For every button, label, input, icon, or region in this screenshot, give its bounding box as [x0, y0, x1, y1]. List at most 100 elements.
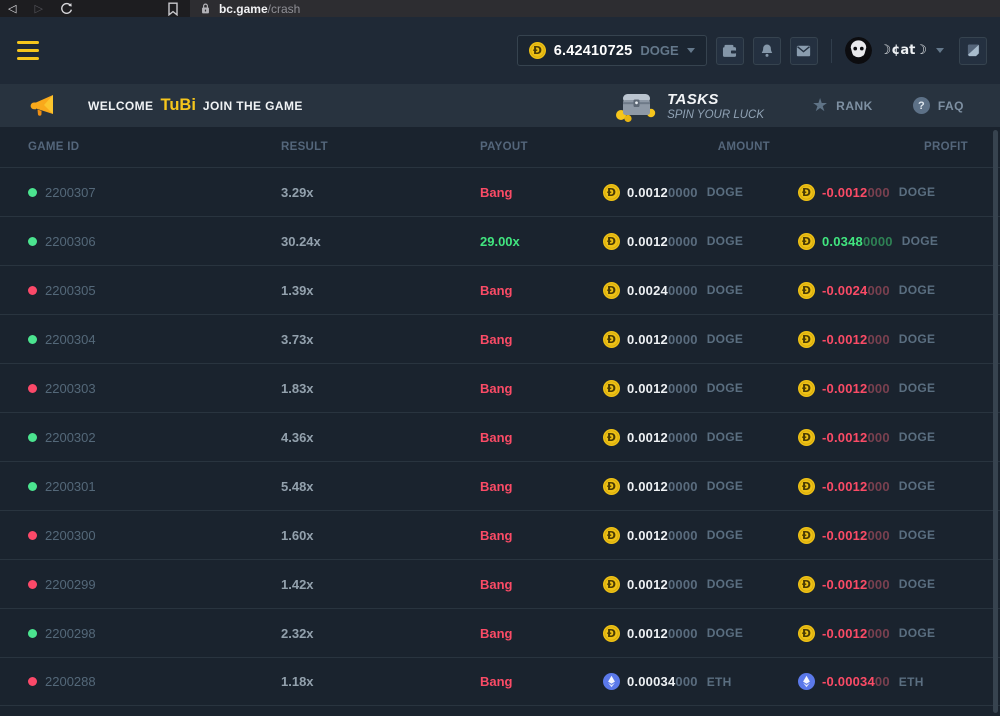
- tasks-link[interactable]: TASKS SPIN YOUR LUCK: [615, 89, 764, 123]
- faq-label: FAQ: [937, 98, 964, 113]
- game-id[interactable]: 2200304: [45, 331, 96, 347]
- payout-value: 29.00x: [480, 233, 520, 249]
- wallet-icon: [723, 44, 737, 57]
- rank-link[interactable]: ★ RANK: [812, 94, 873, 116]
- coin-icon: Đ: [798, 183, 815, 201]
- profit-cell: Đ -0.0012000 DOGE: [798, 526, 1000, 544]
- profit-currency: DOGE: [898, 185, 936, 199]
- address-bar[interactable]: bc.game/crash: [189, 0, 1000, 17]
- browser-forward-icon[interactable]: ▷: [34, 2, 43, 15]
- chevron-down-icon: [936, 48, 944, 53]
- status-dot: [28, 481, 37, 491]
- status-dot: [28, 187, 37, 197]
- payout-value: Bang: [480, 380, 513, 396]
- table-row[interactable]: 2200302 4.36x Bang Đ 0.00120000 DOGE Đ -…: [0, 412, 1000, 461]
- table-row[interactable]: 2200300 1.60x Bang Đ 0.00120000 DOGE Đ -…: [0, 510, 1000, 559]
- svg-text:Đ: Đ: [802, 333, 811, 346]
- amount-value: 0.00120000: [627, 527, 698, 543]
- table-row[interactable]: 2200304 3.73x Bang Đ 0.00120000 DOGE Đ -…: [0, 314, 1000, 363]
- scrollbar[interactable]: [993, 130, 998, 713]
- amount-cell: Đ 0.00120000 DOGE: [603, 477, 798, 495]
- browser-toolbar: ◁ ▷ bc.game/crash: [0, 0, 1000, 17]
- status-dot: [28, 530, 37, 540]
- game-id[interactable]: 2200303: [45, 380, 96, 396]
- game-id[interactable]: 2200301: [45, 478, 96, 494]
- table-row[interactable]: 2200303 1.83x Bang Đ 0.00120000 DOGE Đ -…: [0, 363, 1000, 412]
- coin-icon: Đ: [603, 477, 620, 495]
- bookmark-icon[interactable]: [167, 2, 179, 16]
- wallet-button[interactable]: [715, 36, 744, 65]
- svg-text:Đ: Đ: [607, 480, 616, 493]
- status-dot: [28, 334, 37, 344]
- balance-selector[interactable]: Đ 6.42410725 DOGE: [516, 35, 707, 66]
- welcome-suffix: JOIN THE GAME: [202, 98, 303, 113]
- table-row[interactable]: 2200305 1.39x Bang Đ 0.00240000 DOGE Đ -…: [0, 265, 1000, 314]
- game-id[interactable]: 2200302: [45, 429, 96, 445]
- chat-button[interactable]: [959, 36, 987, 65]
- faq-link[interactable]: ? FAQ: [912, 97, 964, 114]
- menu-hamburger-icon[interactable]: [17, 40, 39, 61]
- app-header: Đ 6.42410725 DOGE: [0, 17, 1000, 84]
- amount-cell: Đ 0.00120000 DOGE: [603, 526, 798, 544]
- game-id[interactable]: 2200306: [45, 233, 96, 249]
- bell-icon: [761, 44, 772, 57]
- svg-text:Đ: Đ: [607, 578, 616, 591]
- star-icon: ★: [812, 94, 829, 116]
- profit-cell: Đ -0.0012000 DOGE: [798, 183, 1000, 201]
- game-id[interactable]: 2200288: [45, 674, 96, 689]
- svg-text:Đ: Đ: [607, 333, 616, 346]
- coin-icon: Đ: [798, 281, 815, 299]
- amount-cell: Đ 0.00120000 DOGE: [603, 624, 798, 642]
- payout-value: Bang: [480, 527, 513, 543]
- game-id[interactable]: 2200299: [45, 576, 96, 592]
- notifications-button[interactable]: [752, 36, 781, 65]
- amount-currency: DOGE: [706, 430, 744, 444]
- amount-value: 0.00120000: [627, 380, 698, 396]
- user-menu[interactable]: ☽¢at☽: [844, 37, 944, 64]
- game-id[interactable]: 2200298: [45, 625, 96, 641]
- game-id[interactable]: 2200305: [45, 282, 96, 298]
- payout-value: Bang: [480, 331, 513, 347]
- coin-icon: Đ: [603, 526, 620, 544]
- profit-currency: DOGE: [898, 430, 936, 444]
- profit-cell: Đ -0.0012000 DOGE: [798, 330, 1000, 348]
- header-result: RESULT: [281, 141, 328, 153]
- result-multiplier: 2.32x: [281, 625, 314, 641]
- amount-cell: Đ 0.00120000 DOGE: [603, 575, 798, 593]
- table-row[interactable]: 2200288 1.18x Bang 0.00034000 ETH -0.000…: [0, 657, 1000, 706]
- result-multiplier: 1.60x: [281, 527, 314, 543]
- profit-currency: DOGE: [898, 283, 936, 297]
- messages-button[interactable]: [789, 36, 818, 65]
- coin-icon: Đ: [798, 330, 815, 348]
- amount-currency: DOGE: [706, 577, 744, 591]
- url-site: bc.game: [218, 1, 268, 16]
- amount-cell: Đ 0.00120000 DOGE: [603, 183, 798, 201]
- game-id[interactable]: 2200307: [45, 184, 96, 200]
- game-id[interactable]: 2200300: [45, 527, 96, 543]
- table-row[interactable]: 2200299 1.42x Bang Đ 0.00120000 DOGE Đ -…: [0, 559, 1000, 608]
- url-text: bc.game/crash: [219, 2, 300, 16]
- result-multiplier: 1.18x: [281, 674, 314, 689]
- svg-text:Đ: Đ: [607, 235, 616, 248]
- header-amount: AMOUNT: [717, 141, 770, 153]
- lock-icon[interactable]: [200, 2, 211, 15]
- treasure-chest-icon: [616, 93, 656, 122]
- svg-text:Đ: Đ: [607, 627, 616, 640]
- status-dot: [28, 432, 37, 442]
- payout-value: Bang: [480, 282, 513, 298]
- welcome-prefix: WELCOME: [88, 98, 154, 113]
- browser-refresh-icon[interactable]: [60, 2, 73, 15]
- coin-icon: Đ: [603, 428, 620, 446]
- table-row[interactable]: 2200298 2.32x Bang Đ 0.00120000 DOGE Đ -…: [0, 608, 1000, 657]
- status-dot: [28, 677, 37, 686]
- profit-cell: Đ -0.0012000 DOGE: [798, 575, 1000, 593]
- browser-back-icon[interactable]: ◁: [8, 2, 17, 15]
- table-body: 2200307 3.29x Bang Đ 0.00120000 DOGE Đ -…: [0, 167, 1000, 706]
- svg-text:Đ: Đ: [802, 529, 811, 542]
- table-row[interactable]: 2200301 5.48x Bang Đ 0.00120000 DOGE Đ -…: [0, 461, 1000, 510]
- svg-text:Đ: Đ: [533, 44, 542, 57]
- svg-text:Đ: Đ: [802, 431, 811, 444]
- table-row[interactable]: 2200307 3.29x Bang Đ 0.00120000 DOGE Đ -…: [0, 167, 1000, 216]
- table-row[interactable]: 2200306 30.24x 29.00x Đ 0.00120000 DOGE …: [0, 216, 1000, 265]
- profit-cell: Đ -0.0012000 DOGE: [798, 428, 1000, 446]
